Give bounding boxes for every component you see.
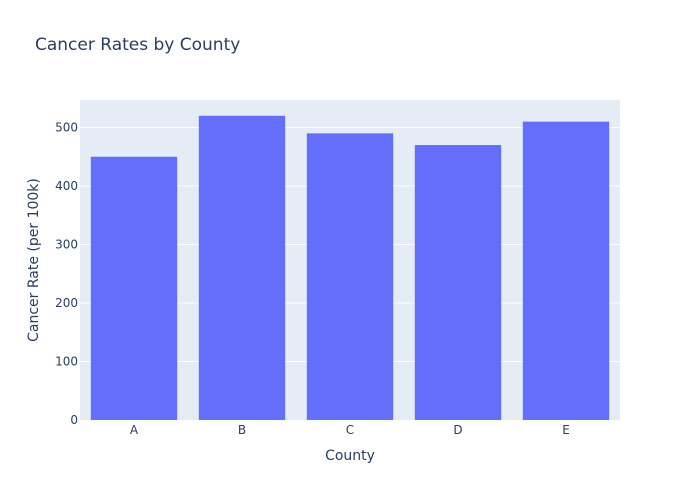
x-tick-label: B — [238, 423, 246, 437]
y-tick-label: 400 — [55, 179, 78, 193]
y-tick-label: 300 — [55, 237, 78, 251]
y-tick-label: 200 — [55, 296, 78, 310]
bar-C[interactable] — [306, 133, 394, 420]
bars — [90, 115, 610, 421]
x-tick-labels: A B C D E — [130, 423, 570, 437]
y-tick-label: 0 — [70, 413, 78, 427]
x-tick-label: E — [562, 423, 570, 437]
y-tick-labels: 0 100 200 300 400 500 — [55, 120, 78, 427]
y-axis-title: Cancer Rate (per 100k) — [26, 178, 42, 342]
chart-title: Cancer Rates by County — [35, 35, 240, 55]
bar-B[interactable] — [198, 115, 286, 420]
x-tick-label: A — [130, 423, 139, 437]
y-tick-label: 100 — [55, 354, 78, 368]
x-tick-label: D — [453, 423, 462, 437]
bar-D[interactable] — [414, 145, 502, 420]
x-axis-title: County — [325, 448, 375, 464]
x-tick-label: C — [346, 423, 354, 437]
bar-E[interactable] — [522, 121, 610, 421]
bar-A[interactable] — [90, 156, 178, 420]
y-tick-label: 500 — [55, 120, 78, 134]
